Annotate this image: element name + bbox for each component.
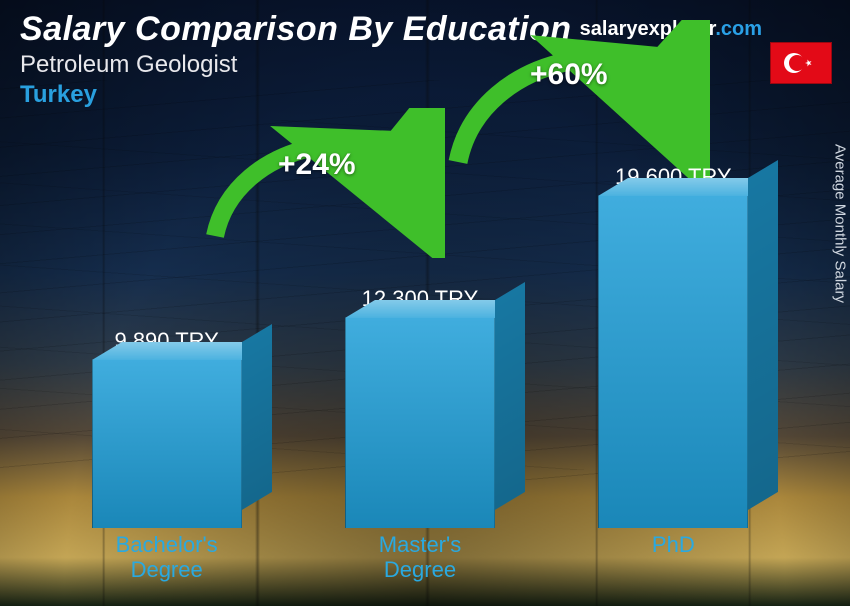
category-label: PhD	[573, 532, 773, 588]
bar-side	[495, 282, 525, 510]
bar-front	[598, 196, 748, 528]
bars-container: 9,890 TRY 12,300 TRY 19,600 TRY	[40, 130, 800, 528]
bar-bachelors: 9,890 TRY	[67, 328, 267, 528]
page-subtitle: Petroleum Geologist	[20, 51, 830, 79]
page-country: Turkey	[20, 81, 830, 109]
category-label: Master'sDegree	[320, 532, 520, 588]
category-labels: Bachelor'sDegree Master'sDegree PhD	[40, 532, 800, 588]
category-label: Bachelor'sDegree	[67, 532, 267, 588]
brand-logo: salaryexplorer.com	[580, 18, 762, 41]
bar-phd: 19,600 TRY	[573, 164, 773, 528]
bar-side	[748, 160, 778, 510]
bar-side	[242, 324, 272, 510]
bar-front	[92, 360, 242, 528]
brand-name: salaryexplorer	[580, 18, 716, 40]
increase-label-2: +60%	[530, 58, 608, 92]
country-flag	[770, 42, 832, 84]
brand-tld: .com	[715, 18, 762, 40]
bar-front	[345, 318, 495, 528]
bar-masters: 12,300 TRY	[320, 286, 520, 528]
y-axis-label: Average Monthly Salary	[832, 144, 849, 303]
salary-bar-chart: +24% +60% 9,890 TRY 12,300 TRY	[40, 130, 800, 588]
